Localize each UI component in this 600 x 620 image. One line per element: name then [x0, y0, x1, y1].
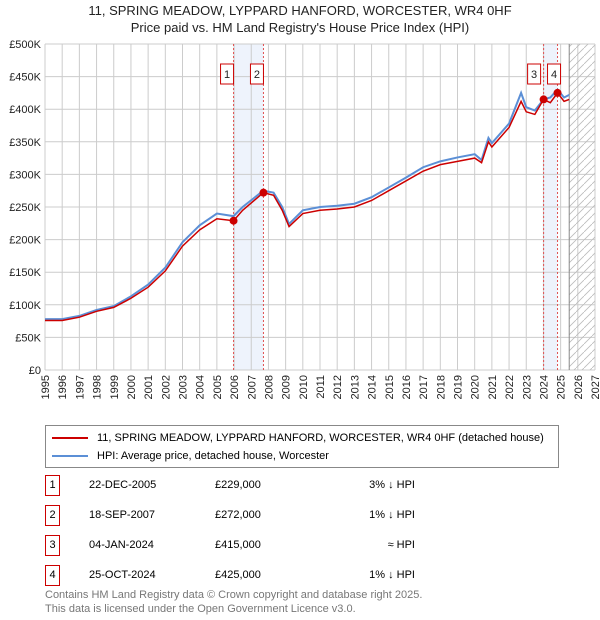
sale-number: 1	[45, 475, 60, 496]
y-tick-label: £250K	[9, 202, 41, 214]
chart-plot: 1995 1996 1997 1998 1999 2000 2001 2002 2003 2004…	[9, 39, 600, 399]
sale-row: 2 18-SEP-2007 £272,000 1% ↓ HPI	[45, 505, 445, 526]
footer-line-1: Contains HM Land Registry data © Crown c…	[45, 589, 423, 601]
x-tick-label: 1998	[92, 375, 104, 399]
x-tick-label: 2020	[470, 375, 482, 399]
sale-label: 4	[551, 69, 557, 81]
y-tick-label: £0	[29, 365, 41, 377]
x-tick-label: 2017	[418, 375, 430, 399]
y-tick-label: £150K	[9, 267, 41, 279]
footer: Contains HM Land Registry data © Crown c…	[45, 588, 422, 616]
legend-swatch-hpi	[52, 455, 88, 457]
x-tick-label: 2015	[384, 375, 396, 399]
sale-number: 4	[45, 565, 60, 586]
hpi-line	[45, 88, 570, 321]
sale-price: £415,000	[215, 539, 261, 551]
sale-label-box	[527, 63, 542, 85]
x-tick-label: 2006	[229, 375, 241, 399]
forecast-hatch	[569, 44, 595, 370]
x-tick-label: 2013	[349, 375, 361, 399]
property-line	[45, 91, 570, 322]
sale-label: 2	[254, 69, 260, 81]
x-tick-label: 2000	[126, 375, 138, 399]
sale-date: 22-DEC-2005	[89, 479, 157, 491]
x-tick-label: 2007	[246, 375, 258, 399]
sale-point	[259, 188, 268, 197]
sale-date: 04-JAN-2024	[89, 539, 154, 551]
y-tick-label: £200K	[9, 235, 41, 247]
sale-number: 3	[45, 535, 60, 556]
sale-label-box	[220, 63, 235, 85]
x-tick-label: 2021	[487, 375, 499, 399]
x-tick-label: 2004	[195, 375, 207, 399]
chart-title: 11, SPRING MEADOW, LYPPARD HANFORD, WORC…	[88, 3, 512, 18]
sale-point	[553, 88, 562, 97]
x-tick-label: 1996	[57, 375, 69, 399]
legend-label-property: 11, SPRING MEADOW, LYPPARD HANFORD, WORC…	[97, 432, 544, 444]
sale-point	[229, 216, 238, 225]
y-tick-label: £100K	[9, 300, 41, 312]
sale-price: £272,000	[215, 509, 261, 521]
x-tick-label: 2011	[315, 375, 327, 399]
x-tick-label: 2018	[435, 375, 447, 399]
sale-row: 4 25-OCT-2024 £425,000 1% ↓ HPI	[45, 565, 445, 586]
x-tick-label: 2008	[263, 375, 275, 399]
x-tick-label: 2003	[178, 375, 190, 399]
x-tick-label: 2019	[453, 375, 465, 399]
sale-hpi-diff: ≈ HPI	[387, 539, 415, 551]
y-tick-label: £400K	[9, 104, 41, 116]
x-tick-label: 2012	[332, 375, 344, 399]
x-tick-label: 2022	[504, 375, 516, 399]
x-tick-label: 2010	[298, 375, 310, 399]
sale-price: £229,000	[215, 479, 261, 491]
sale-label: 3	[531, 69, 537, 81]
sale-date: 25-OCT-2024	[89, 569, 156, 581]
chart-subtitle: Price paid vs. HM Land Registry's House …	[130, 20, 470, 35]
footer-line-2: This data is licensed under the Open Gov…	[45, 603, 356, 615]
y-tick-label: £450K	[9, 72, 41, 84]
x-tick-label: 2025	[556, 375, 568, 399]
sale-hpi-diff: 1% ↓ HPI	[369, 569, 415, 581]
sale-row: 3 04-JAN-2024 £415,000 ≈ HPI	[45, 535, 445, 556]
x-tick-label: 2009	[281, 375, 293, 399]
y-tick-label: £50K	[15, 332, 41, 344]
x-tick-label: 2001	[143, 375, 155, 399]
sale-point	[539, 95, 548, 104]
sale-row: 1 22-DEC-2005 £229,000 3% ↓ HPI	[45, 475, 445, 496]
sale-label: 1	[224, 69, 230, 81]
x-tick-label: 1999	[109, 375, 121, 399]
sale-hpi-diff: 3% ↓ HPI	[369, 479, 415, 491]
x-tick-label: 2026	[573, 375, 585, 399]
sale-label-box	[249, 63, 264, 85]
x-tick-label: 2016	[401, 375, 413, 399]
x-tick-label: 2014	[367, 375, 379, 399]
sale-hpi-diff: 1% ↓ HPI	[369, 509, 415, 521]
sale-price: £425,000	[215, 569, 261, 581]
sale-date: 18-SEP-2007	[89, 509, 156, 521]
x-tick-label: 2023	[521, 375, 533, 399]
x-tick-label: 2024	[538, 375, 550, 399]
legend-swatch-property	[52, 437, 88, 439]
sale-number: 2	[45, 505, 60, 526]
x-tick-label: 2002	[160, 375, 172, 399]
x-tick-label: 1997	[74, 375, 86, 399]
y-tick-label: £300K	[9, 169, 41, 181]
y-tick-label: £500K	[9, 39, 41, 51]
x-tick-label: 1995	[40, 375, 52, 399]
legend-label-hpi: HPI: Average price, detached house, Worc…	[97, 450, 329, 462]
sale-label-box	[547, 63, 562, 85]
y-tick-label: £350K	[9, 137, 41, 149]
legend: 11, SPRING MEADOW, LYPPARD HANFORD, WORC…	[45, 425, 559, 468]
x-tick-label: 2027	[590, 375, 600, 399]
x-tick-label: 2005	[212, 375, 224, 399]
